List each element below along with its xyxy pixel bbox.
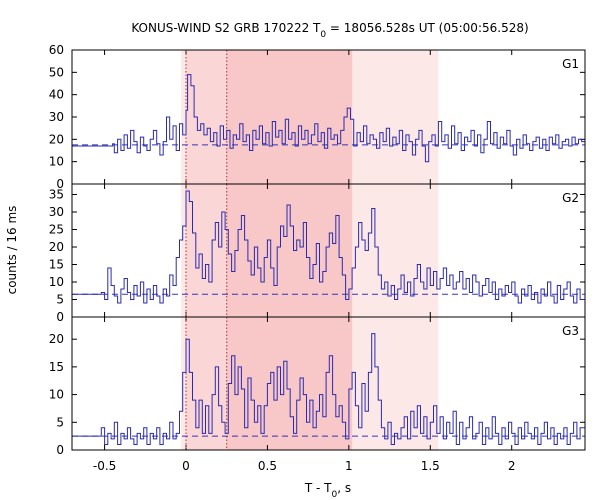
y-tick-label: 40 xyxy=(49,88,64,102)
y-tick-label: 10 xyxy=(49,275,64,289)
chart-title: KONUS-WIND S2 GRB 170222 T0 = 18056.528s… xyxy=(131,21,528,40)
x-tick-label: 0 xyxy=(182,459,190,473)
shaded-interval-2 xyxy=(226,50,353,184)
y-tick-label: 0 xyxy=(56,443,64,457)
x-axis-label: T - T0, s xyxy=(304,481,351,500)
shaded-interval-2 xyxy=(226,317,353,450)
y-tick-label: 20 xyxy=(49,332,64,346)
x-tick-label: 1.5 xyxy=(421,459,440,473)
light-curve-g1 xyxy=(72,74,585,163)
x-tick-label: 1 xyxy=(345,459,353,473)
y-tick-label: 5 xyxy=(56,415,64,429)
y-tick-label: 35 xyxy=(49,188,64,202)
light-curve-g2 xyxy=(72,190,585,304)
panel-label-g3: G3 xyxy=(562,324,579,338)
y-tick-label: 10 xyxy=(49,155,64,169)
y-tick-label: 30 xyxy=(49,205,64,219)
panel-g2: 0 5 10 15 20 25 30 35 G2 xyxy=(49,183,586,324)
panel-g3: 0 5 10 15 20 G3 xyxy=(49,316,586,457)
x-tick-label: -0.5 xyxy=(93,459,116,473)
y-tick-label: 50 xyxy=(49,65,64,79)
panel-g1: 0 10 20 30 40 50 60 G1 xyxy=(49,43,586,191)
y-tick-label: 10 xyxy=(49,388,64,402)
y-tick-label: 0 xyxy=(56,177,64,191)
y-tick-label: 15 xyxy=(49,258,64,272)
panel-label-g2: G2 xyxy=(562,191,579,205)
y-tick-label: 20 xyxy=(49,240,64,254)
y-tick-label: 60 xyxy=(49,43,64,57)
light-curve-g3 xyxy=(72,333,585,445)
x-tick-label: 2 xyxy=(508,459,516,473)
y-tick-label: 15 xyxy=(49,360,64,374)
panel-frame xyxy=(71,316,586,451)
y-tick-label: 20 xyxy=(49,132,64,146)
x-tick-label: 0.5 xyxy=(258,459,277,473)
y-axis-label: counts / 16 ms xyxy=(5,206,19,295)
y-tick-label: 25 xyxy=(49,223,64,237)
y-tick-label: 30 xyxy=(49,110,64,124)
panel-label-g1: G1 xyxy=(562,57,579,71)
y-tick-label: 0 xyxy=(56,310,64,324)
shaded-interval-2 xyxy=(226,184,353,317)
y-tick-label: 5 xyxy=(56,293,64,307)
